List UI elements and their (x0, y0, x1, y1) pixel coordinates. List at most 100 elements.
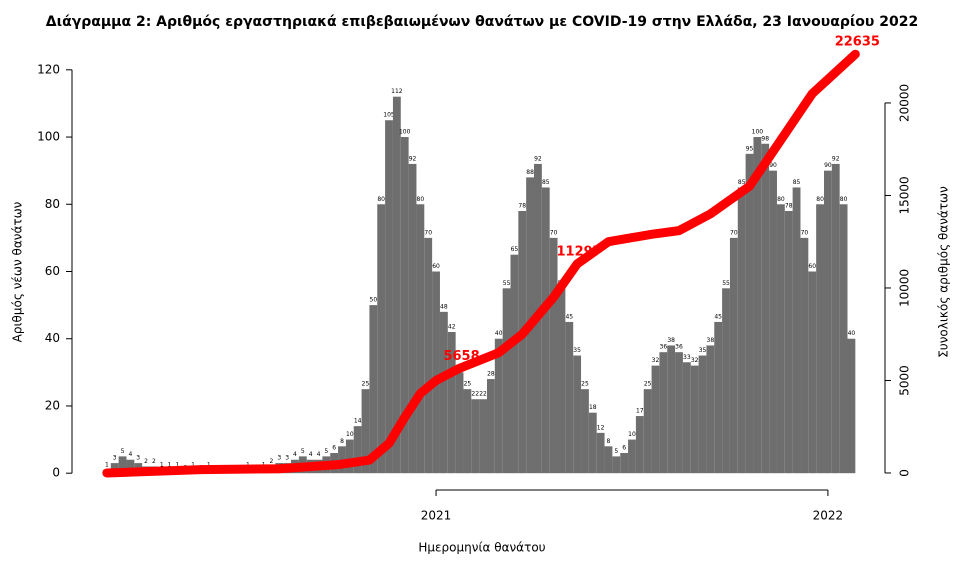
bar-value-label: 2 (152, 458, 156, 465)
bar-value-label: 38 (707, 337, 715, 344)
bar-value-label: 98 (761, 135, 769, 142)
bar (800, 237, 809, 474)
bar-value-label: 90 (824, 162, 832, 169)
bar (753, 137, 762, 474)
bar-value-label: 5 (614, 448, 618, 455)
bar-value-label: 1 (191, 461, 195, 468)
bar-value-label: 80 (777, 196, 785, 203)
bar-value-label: 4 (309, 451, 313, 458)
bar (596, 432, 605, 474)
bar (361, 389, 370, 474)
y2-axis-label: Συνολικός αριθμός θανάτων (937, 186, 951, 358)
bar-value-label: 40 (495, 330, 503, 337)
bar (549, 237, 558, 474)
y-axis-label: Αριθμός νέων θανάτων (11, 201, 25, 342)
bar (471, 399, 480, 474)
bar-value-label: 32 (691, 357, 699, 364)
y2-tick-label: 10000 (898, 269, 912, 307)
bar-value-label: 25 (464, 381, 472, 388)
bar-value-label: 42 (448, 324, 456, 331)
bar-value-label: 25 (644, 381, 652, 388)
bar-value-label: 12 (597, 424, 605, 431)
x-axis-label: Ημερομηνία θανάτου (418, 541, 545, 555)
bar (722, 288, 730, 474)
bar (369, 305, 378, 474)
bar-value-label: 105 (383, 112, 395, 119)
bar-value-label: 1 (168, 461, 172, 468)
bar (612, 456, 621, 474)
bar-value-label: 92 (409, 155, 417, 162)
y2-tick-label: 0 (898, 469, 912, 477)
bar (377, 204, 386, 474)
bar-value-label: 35 (699, 347, 707, 354)
bar (479, 399, 487, 474)
bar-value-label: 92 (832, 155, 840, 162)
bar (628, 439, 636, 474)
bar (353, 426, 362, 474)
cumulative-line (102, 49, 860, 478)
bar-value-label: 85 (738, 179, 746, 186)
bar-value-label: 40 (848, 330, 856, 337)
bar (620, 453, 629, 474)
bar (792, 187, 801, 474)
bar (126, 459, 135, 474)
bar (698, 355, 707, 474)
bar (447, 332, 456, 474)
bar (392, 96, 401, 474)
bar-value-label: 48 (440, 303, 448, 310)
bar-value-label: 32 (652, 357, 660, 364)
bar-value-label: 5 (121, 448, 125, 455)
bar-value-label: 10 (628, 431, 636, 438)
bar (588, 412, 597, 474)
y2-tick-label: 20000 (898, 84, 912, 122)
bar (455, 372, 464, 474)
bar-value-label: 38 (667, 337, 675, 344)
bar-value-label: 36 (660, 344, 668, 351)
bar-value-label: 4 (293, 451, 297, 458)
bar (345, 439, 354, 474)
y-tick-label: 20 (45, 398, 60, 412)
bar (745, 153, 754, 474)
bar (776, 204, 785, 474)
bar (667, 345, 676, 474)
bar-value-label: 45 (565, 313, 573, 320)
bar-value-label: 36 (675, 344, 683, 351)
bar-value-label: 88 (526, 169, 534, 176)
bar-value-label: 14 (354, 418, 362, 425)
bar (494, 338, 503, 474)
bar-value-label: 50 (370, 297, 378, 304)
bar-value-label: 8 (340, 438, 344, 445)
bar-value-label: 85 (542, 179, 550, 186)
bar-value-label: 33 (683, 354, 691, 361)
bar (604, 446, 613, 474)
y-tick-label: 80 (45, 197, 60, 211)
bar-value-label: 6 (622, 445, 626, 452)
bar (432, 271, 440, 474)
bar-value-label: 1 (105, 461, 109, 468)
bar-value-label: 5 (324, 448, 328, 455)
bar (737, 187, 746, 474)
bar (706, 345, 715, 474)
bar-value-label: 95 (746, 145, 754, 152)
bar (408, 163, 417, 474)
bar-value-label: 8 (607, 438, 611, 445)
bar (385, 120, 393, 474)
bar-value-label: 78 (518, 202, 526, 209)
bar-value-label: 78 (785, 202, 793, 209)
bar-value-label: 1 (207, 461, 211, 468)
bar-value-label: 3 (136, 455, 140, 462)
line-value-label: 5658 (443, 349, 479, 364)
bar-value-label: 3 (285, 455, 289, 462)
bar-value-label: 18 (589, 404, 597, 411)
bar-value-label: 17 (636, 408, 644, 415)
bar (518, 210, 527, 474)
bar-value-label: 85 (793, 179, 801, 186)
y-tick-label: 40 (45, 331, 60, 345)
bar (463, 389, 472, 474)
bar (510, 254, 519, 474)
bar (808, 271, 817, 474)
bar-value-label: 1 (175, 461, 179, 468)
bar (502, 288, 511, 474)
bar-value-label: 3 (277, 455, 281, 462)
